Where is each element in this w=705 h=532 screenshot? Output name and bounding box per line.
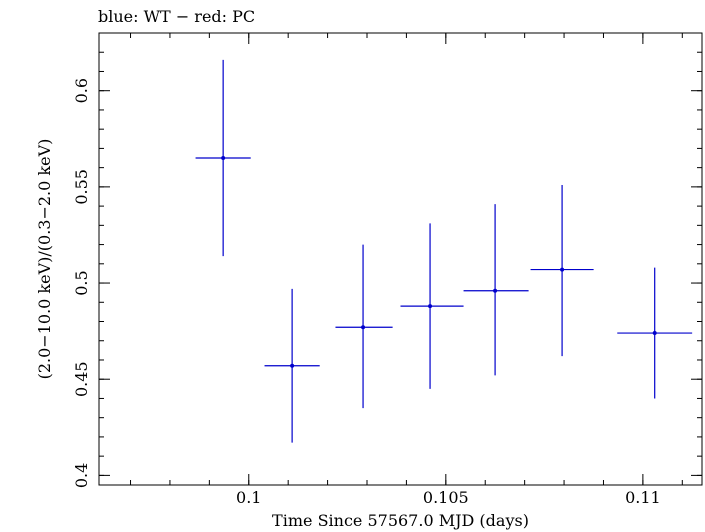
data-point (335, 244, 393, 409)
x-tick-label: 0.1 (236, 488, 261, 507)
data-marker (493, 288, 498, 293)
y-tick-label: 0.6 (72, 78, 91, 103)
data-marker (221, 156, 226, 161)
axis-ticks (99, 32, 702, 485)
data-points (195, 59, 693, 443)
y-tick-label: 0.4 (72, 463, 91, 488)
y-tick-label: 0.55 (72, 169, 91, 205)
chart-title: blue: WT − red: PC (98, 7, 255, 26)
axis-tick-labels: 0.1 0.105 0.11 0.4 0.45 0.5 0.55 0.6 (72, 78, 661, 507)
data-marker (652, 331, 657, 336)
y-tick-label: 0.5 (72, 270, 91, 295)
data-point (400, 223, 464, 389)
data-marker (560, 267, 565, 272)
y-axis-label: (2.0−10.0 keV)/(0.3−2.0 keV) (35, 139, 54, 380)
x-axis-label: Time Since 57567.0 MJD (days) (272, 511, 529, 530)
x-tick-label: 0.105 (423, 488, 469, 507)
y-tick-label: 0.45 (72, 361, 91, 397)
data-point (195, 59, 251, 257)
data-marker (361, 325, 366, 330)
x-tick-label: 0.11 (625, 488, 661, 507)
data-point (463, 204, 529, 376)
data-marker (428, 304, 433, 309)
data-point (530, 184, 594, 357)
plot-frame (98, 32, 703, 486)
data-point (617, 267, 693, 399)
data-marker (290, 363, 295, 368)
data-point (264, 288, 320, 443)
